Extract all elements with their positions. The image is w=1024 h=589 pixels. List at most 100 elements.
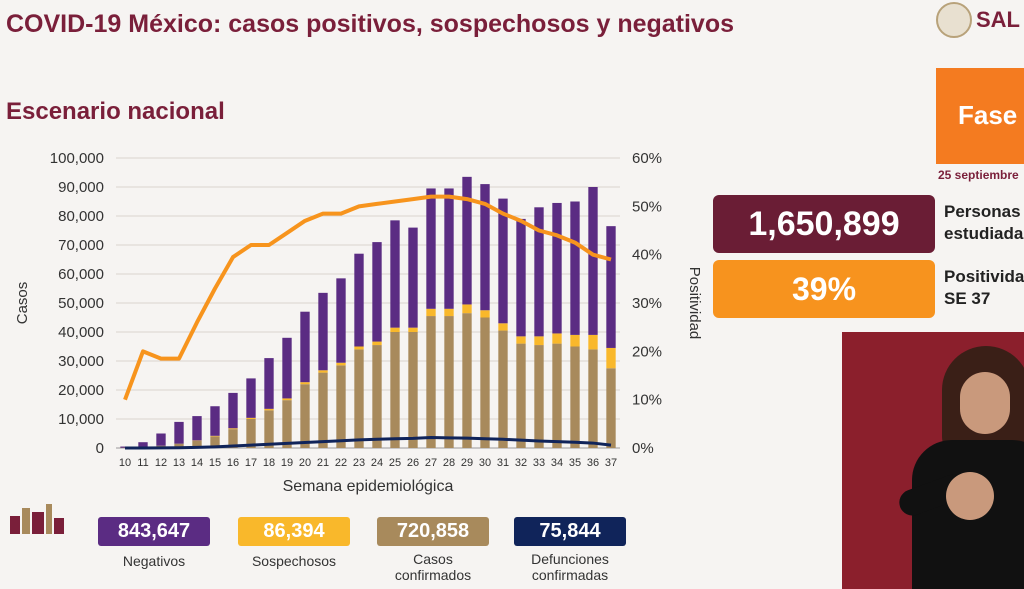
bar-segment bbox=[192, 416, 202, 441]
y-tick-label: 30,000 bbox=[58, 353, 104, 370]
page-title: COVID-19 México: casos positivos, sospec… bbox=[6, 10, 735, 38]
bar-segment bbox=[408, 332, 418, 448]
suspects-value: 86,394 bbox=[238, 517, 350, 546]
bar-segment bbox=[246, 419, 256, 448]
bar-segment bbox=[588, 334, 598, 350]
positivity-label-line2: SE 37 bbox=[944, 289, 991, 308]
bar-segment bbox=[552, 202, 562, 334]
bar-segment bbox=[390, 220, 400, 328]
x-tick-label: 18 bbox=[263, 457, 275, 469]
bar-segment bbox=[354, 349, 364, 448]
y-tick-label: 10,000 bbox=[58, 411, 104, 428]
bar-segment bbox=[282, 337, 292, 399]
studied-label-line1: Personas bbox=[944, 202, 1021, 221]
positivity-label: Positividad SE 37 bbox=[944, 266, 1024, 310]
x-tick-label: 12 bbox=[155, 457, 167, 469]
bar-segment bbox=[246, 417, 256, 419]
bar-segment bbox=[426, 308, 436, 317]
x-tick-label: 17 bbox=[245, 457, 257, 469]
bar-segment bbox=[480, 184, 490, 311]
x-tick-label: 35 bbox=[569, 457, 581, 469]
bar-segment bbox=[606, 347, 616, 369]
x-axis-label: Semana epidemiológica bbox=[283, 478, 454, 495]
x-tick-label: 32 bbox=[515, 457, 527, 469]
town-icon bbox=[10, 504, 64, 534]
x-tick-label: 37 bbox=[605, 457, 617, 469]
y-axis-ticks: 0 10,000 20,000 30,000 40,000 50,000 60,000 70,… bbox=[50, 150, 104, 457]
bar-segment bbox=[570, 201, 580, 335]
suspects-label: Sospechosos bbox=[251, 553, 337, 569]
ministry-logo: SAL bbox=[936, 0, 1024, 40]
y2-tick-label: 30% bbox=[632, 295, 662, 312]
bar-segment bbox=[498, 323, 508, 331]
confirmed-label-line1: Casos bbox=[413, 551, 453, 567]
y2-axis-ticks: 0% 10% 20% 30% 40% 50% 60% bbox=[632, 150, 662, 457]
bar-segment bbox=[282, 398, 292, 401]
bar-segment bbox=[552, 333, 562, 344]
bar-segment bbox=[282, 400, 292, 448]
negatives-label: Negativos bbox=[122, 553, 186, 569]
bar-segment bbox=[318, 292, 328, 371]
bar-segment bbox=[462, 176, 472, 305]
y-tick-label: 0 bbox=[96, 440, 104, 457]
phase-date: 25 septiembre bbox=[938, 168, 1019, 182]
negatives-value: 843,647 bbox=[98, 517, 210, 546]
bar-segment bbox=[300, 384, 310, 448]
x-tick-label: 26 bbox=[407, 457, 419, 469]
y-tick-label: 80,000 bbox=[58, 208, 104, 225]
confirmed-label-line2: confirmados bbox=[394, 567, 472, 583]
bar-segment bbox=[516, 336, 526, 344]
bar-segment bbox=[408, 227, 418, 328]
bar-segment bbox=[480, 310, 490, 318]
x-tick-label: 19 bbox=[281, 457, 293, 469]
bar-segment bbox=[498, 330, 508, 448]
confirmed-value: 720,858 bbox=[377, 517, 489, 546]
bar-segment bbox=[138, 442, 148, 448]
y-tick-label: 20,000 bbox=[58, 382, 104, 399]
phase-banner: Fase bbox=[936, 68, 1024, 164]
bar-segment bbox=[354, 253, 364, 347]
deaths-label: Defunciones confirmadas bbox=[505, 551, 635, 583]
y-tick-label: 100,000 bbox=[50, 150, 104, 167]
bar-segment bbox=[318, 370, 328, 373]
bar-segment bbox=[444, 316, 454, 448]
bar-segment bbox=[462, 313, 472, 448]
y-tick-label: 70,000 bbox=[58, 237, 104, 254]
y-tick-label: 50,000 bbox=[58, 295, 104, 312]
bar-segment bbox=[606, 368, 616, 448]
deaths-label-line2: confirmadas bbox=[531, 567, 609, 583]
y-axis-label: Casos bbox=[14, 282, 31, 325]
bar-segment bbox=[426, 316, 436, 448]
x-tick-label: 10 bbox=[119, 457, 131, 469]
bar-segment bbox=[156, 433, 166, 446]
bar-segment bbox=[372, 341, 382, 346]
bar-segment bbox=[300, 311, 310, 383]
bar-segment bbox=[588, 187, 598, 335]
x-tick-label: 36 bbox=[587, 457, 599, 469]
bar-segment bbox=[210, 406, 220, 436]
bar-segment bbox=[336, 365, 346, 448]
x-tick-label: 22 bbox=[335, 457, 347, 469]
chart-grid bbox=[116, 157, 620, 449]
x-axis-ticks: 10 11 12 13 14 15 16 17 18 19 20 21 22 23 24 25 26 27 28 29… bbox=[119, 457, 617, 469]
bar-segment bbox=[210, 436, 220, 448]
bar-segment bbox=[192, 440, 202, 448]
bar-segment bbox=[534, 207, 544, 337]
chart-lines bbox=[123, 194, 612, 450]
bar-segment bbox=[210, 435, 220, 437]
bar-segment bbox=[174, 421, 184, 444]
bar-segment bbox=[228, 429, 238, 448]
bar-segment bbox=[498, 198, 508, 324]
bar-segment bbox=[390, 327, 400, 332]
x-tick-label: 16 bbox=[227, 457, 239, 469]
y2-tick-label: 60% bbox=[632, 150, 662, 167]
bar-segment bbox=[516, 343, 526, 448]
bar-segment bbox=[264, 358, 274, 409]
bar-segment bbox=[588, 349, 598, 448]
bar-segment bbox=[336, 278, 346, 363]
bar-segment bbox=[372, 345, 382, 448]
x-tick-label: 27 bbox=[425, 457, 437, 469]
bar-segment bbox=[372, 242, 382, 342]
bar-segment bbox=[336, 362, 346, 366]
